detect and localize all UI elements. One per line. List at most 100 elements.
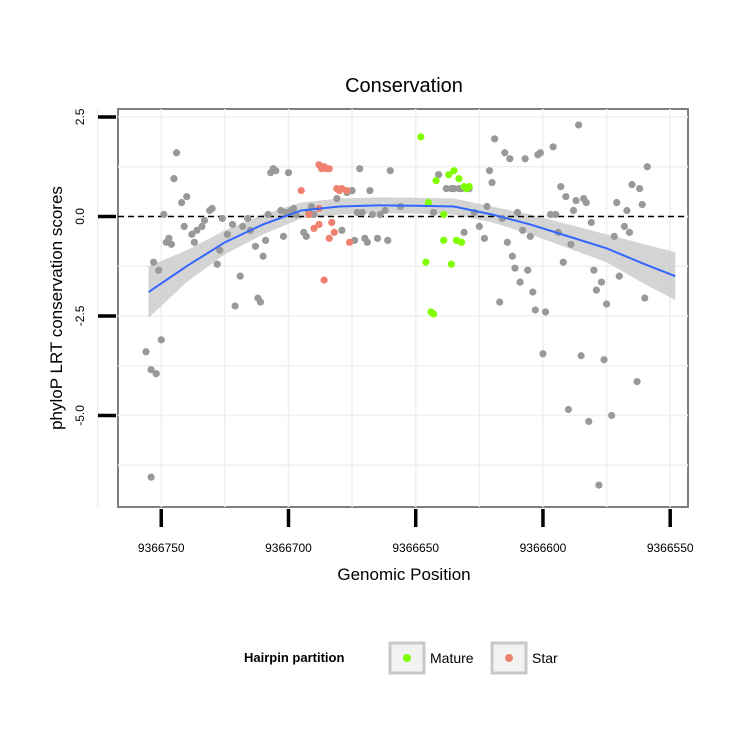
point-mature — [457, 238, 466, 246]
point-other — [582, 198, 590, 207]
point-star — [325, 234, 333, 242]
point-other — [213, 260, 221, 268]
point-other — [160, 210, 168, 219]
point-other — [501, 149, 509, 157]
point-other — [567, 240, 575, 248]
point-other — [223, 230, 232, 238]
point-other — [529, 288, 537, 296]
point-other — [524, 266, 532, 274]
y-axis: 2.5 0.0 -2.5 -5.0 — [73, 108, 116, 426]
point-other — [302, 232, 310, 240]
plot-panel — [117, 108, 689, 508]
point-other — [460, 228, 468, 236]
point-other — [633, 378, 641, 386]
point-other — [147, 473, 155, 481]
point-other — [590, 266, 598, 274]
point-star — [310, 224, 318, 232]
point-other — [531, 306, 539, 314]
point-mature — [417, 133, 425, 141]
point-star — [320, 276, 328, 284]
y-tick-label: 2.5 — [73, 108, 87, 125]
point-other — [625, 228, 634, 236]
point-mature — [432, 177, 440, 185]
point-other — [239, 222, 247, 231]
point-other — [183, 192, 191, 201]
point-other — [384, 236, 392, 244]
point-other — [496, 298, 504, 306]
point-other — [546, 210, 555, 219]
point-other — [518, 226, 527, 234]
point-other — [450, 185, 458, 193]
point-star — [315, 220, 323, 229]
point-other — [180, 222, 188, 231]
point-other — [562, 192, 570, 201]
point-other — [358, 208, 366, 217]
point-other — [539, 350, 547, 358]
x-axis-title: Genomic Position — [337, 565, 470, 584]
point-other — [592, 286, 600, 294]
point-other — [256, 298, 265, 306]
point-mature — [445, 171, 453, 179]
point-other — [491, 135, 499, 143]
point-other — [435, 171, 443, 179]
point-other — [620, 222, 628, 231]
legend-label-star: Star — [532, 650, 558, 666]
point-mature — [455, 175, 463, 183]
point-other — [600, 356, 608, 364]
point-other — [289, 204, 298, 213]
point-other — [147, 366, 155, 374]
x-tick-label: 9366700 — [265, 541, 312, 555]
point-other — [172, 149, 181, 157]
point-other — [178, 198, 186, 207]
point-other — [602, 300, 611, 308]
x-tick-label: 9366550 — [647, 541, 694, 555]
point-other — [356, 165, 364, 173]
smooth-line — [147, 204, 676, 293]
point-other — [368, 210, 377, 219]
legend-dot-star — [505, 654, 513, 662]
point-other — [557, 183, 565, 191]
point-other — [259, 252, 267, 260]
point-other — [381, 206, 389, 215]
point-other — [597, 278, 606, 286]
point-other — [363, 238, 371, 246]
point-other — [549, 143, 557, 151]
point-other — [190, 238, 198, 246]
point-other — [261, 236, 270, 244]
point-other — [216, 246, 224, 254]
point-other — [284, 169, 293, 177]
point-other — [373, 234, 382, 242]
point-other — [610, 232, 618, 240]
point-other — [150, 258, 158, 266]
point-other — [488, 179, 496, 187]
point-other — [613, 198, 621, 207]
point-other — [155, 266, 163, 274]
point-other — [521, 155, 529, 163]
point-other — [526, 232, 534, 240]
point-other — [485, 167, 494, 175]
point-mature — [424, 198, 433, 207]
point-star — [330, 228, 338, 236]
x-tick-label: 9366750 — [138, 541, 185, 555]
point-other — [506, 155, 514, 163]
point-other — [623, 206, 631, 215]
point-other — [595, 481, 603, 489]
confidence-band-layer — [148, 197, 676, 318]
point-other — [353, 208, 361, 217]
y-tick-label: 0.0 — [73, 208, 87, 225]
point-other — [167, 240, 176, 248]
point-other — [244, 214, 252, 223]
point-star — [325, 165, 333, 173]
x-axis: 9366750 9366700 9366650 9366600 9366550 — [138, 509, 694, 555]
point-other — [310, 210, 318, 219]
legend-label-mature: Mature — [430, 650, 474, 666]
point-mature — [465, 183, 473, 191]
point-other — [483, 202, 491, 211]
point-other — [569, 206, 578, 215]
point-other — [503, 238, 511, 246]
point-other — [643, 163, 651, 171]
point-star — [297, 186, 305, 195]
point-star — [343, 186, 351, 195]
point-other — [231, 302, 239, 310]
smooth-line-layer — [147, 204, 676, 293]
